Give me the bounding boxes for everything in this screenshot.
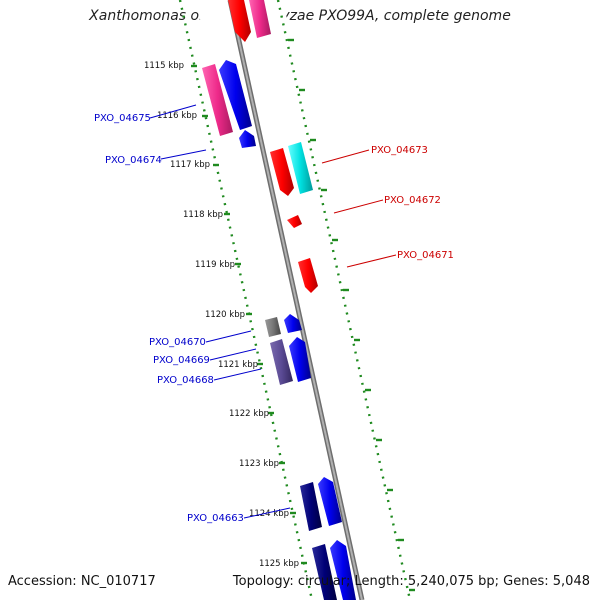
label-leaders	[149, 104, 397, 519]
gene-arrow[interactable]	[287, 215, 302, 228]
gene-label-pxo-04672[interactable]: PXO_04672	[384, 195, 441, 206]
gene-label-pxo-04671[interactable]: PXO_04671	[397, 250, 454, 261]
genome-summary: Topology: circular; Length: 5,240,075 bp…	[232, 574, 590, 589]
gene-arrow[interactable]	[318, 477, 342, 526]
gene-arrow[interactable]	[249, 0, 271, 38]
gene-arrow[interactable]	[202, 64, 233, 136]
tick-labels: 1115 kbp 1116 kbp 1117 kbp 1118 kbp 1119…	[144, 61, 299, 569]
tick-label: 1116 kbp	[157, 111, 197, 121]
gene-arrow[interactable]	[298, 258, 318, 293]
gene-labels[interactable]: PXO_04675 PXO_04674 PXO_04673 PXO_04672 …	[94, 113, 454, 524]
tick-label: 1115 kbp	[144, 61, 184, 71]
gene-label-pxo-04668[interactable]: PXO_04668	[157, 375, 214, 386]
tick-label: 1122 kbp	[229, 409, 269, 419]
gene-label-pxo-04670[interactable]: PXO_04670	[149, 337, 206, 348]
gene-arrow[interactable]	[239, 130, 256, 148]
gene-arrow[interactable]	[228, 0, 251, 42]
gene-label-pxo-04673[interactable]: PXO_04673	[371, 145, 428, 156]
gene-arrows[interactable]	[202, 0, 356, 600]
tick-label: 1124 kbp	[249, 509, 289, 519]
gene-arrow[interactable]	[289, 337, 311, 382]
gene-arrow[interactable]	[219, 60, 252, 130]
gene-label-pxo-04669[interactable]: PXO_04669	[153, 355, 210, 366]
gene-arrow[interactable]	[300, 482, 322, 531]
outer-tick-marks	[288, 38, 415, 592]
tick-label: 1121 kbp	[218, 360, 258, 370]
gene-label-pxo-04675[interactable]: PXO_04675	[94, 113, 151, 124]
gene-arrow[interactable]	[270, 339, 293, 385]
accession-label: Accession: NC_010717	[8, 574, 156, 589]
tick-label: 1123 kbp	[239, 459, 279, 469]
gene-arrow[interactable]	[288, 142, 313, 194]
gene-arrow[interactable]	[265, 317, 281, 337]
map-title: Xanthomonas oryzae pv. oryzae PXO99A, co…	[89, 8, 511, 24]
gene-label-pxo-04663[interactable]: PXO_04663	[187, 513, 244, 524]
inner-tick-marks	[191, 64, 307, 565]
tick-label: 1125 kbp	[259, 559, 299, 569]
track-lane	[196, 0, 408, 600]
tick-label: 1117 kbp	[170, 160, 210, 170]
genome-backbone-highlight	[229, 0, 363, 600]
gene-label-pxo-04674[interactable]: PXO_04674	[105, 155, 162, 166]
tick-label: 1120 kbp	[205, 310, 245, 320]
gene-arrow[interactable]	[312, 544, 337, 600]
gene-arrow[interactable]	[330, 540, 356, 600]
tick-label: 1118 kbp	[183, 210, 223, 220]
gene-arrow[interactable]	[270, 148, 294, 196]
tick-label: 1119 kbp	[195, 260, 235, 270]
gene-arrow[interactable]	[284, 314, 302, 333]
